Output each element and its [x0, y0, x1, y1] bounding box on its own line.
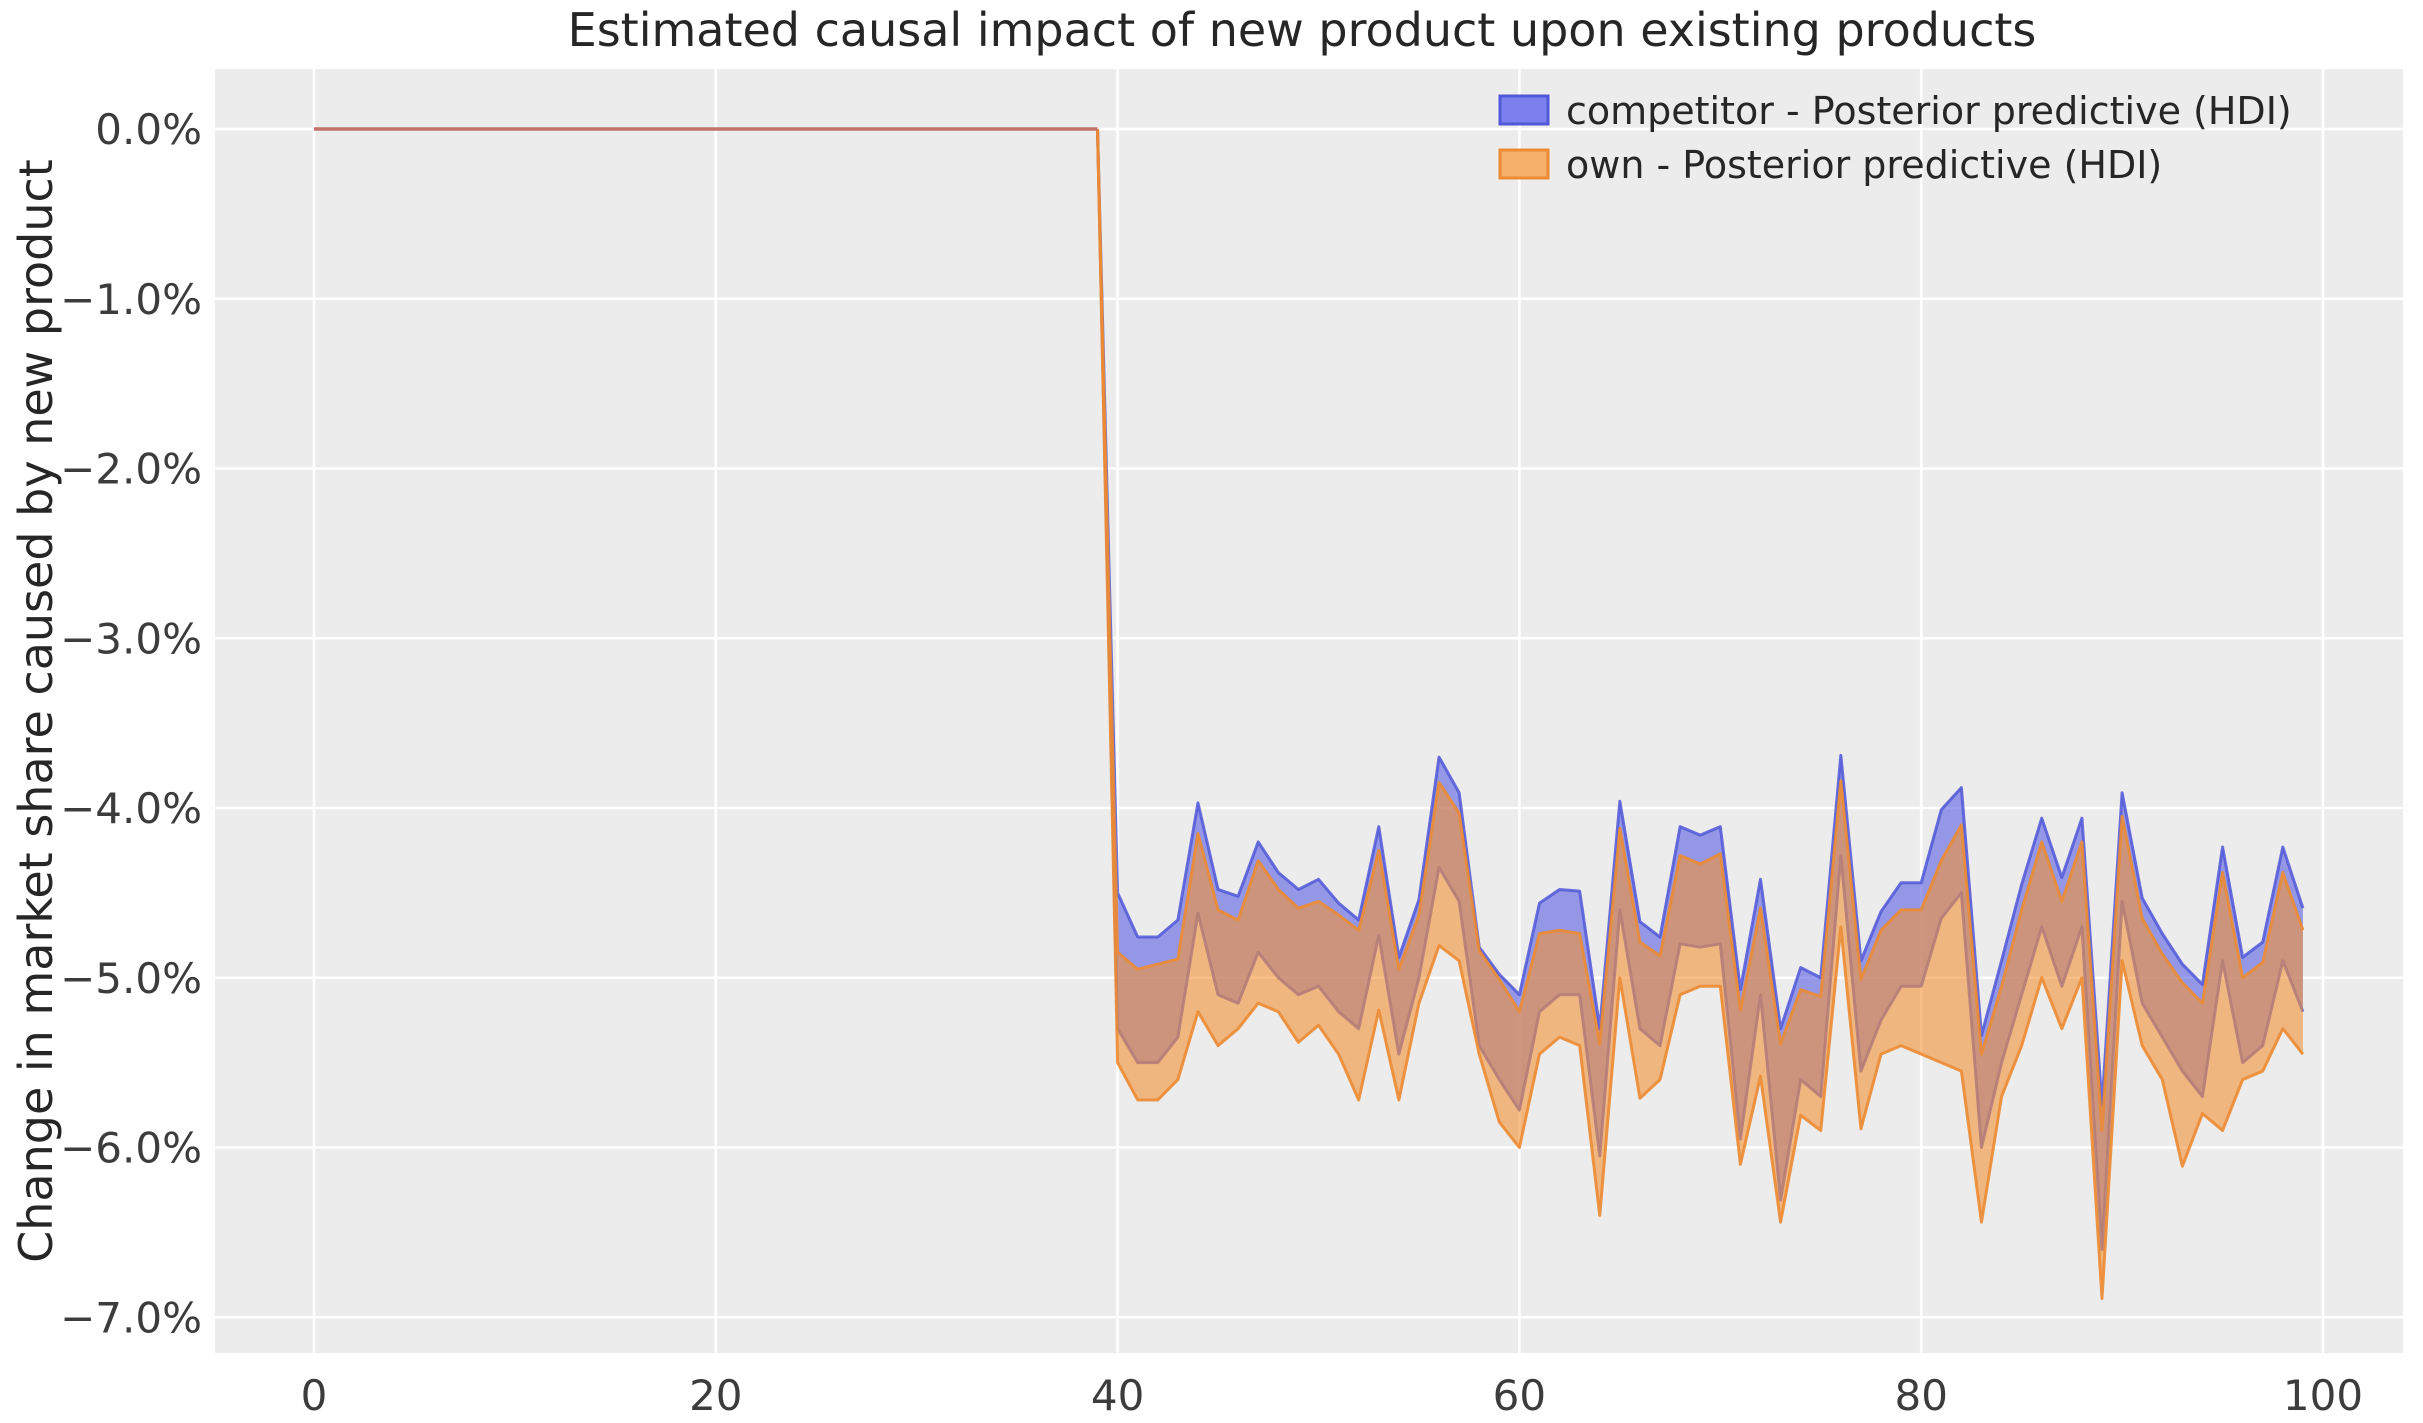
y-tick-label: 0.0%: [95, 105, 202, 154]
x-tick-label: 40: [1091, 1371, 1144, 1420]
y-tick-label: −1.0%: [60, 275, 202, 324]
own-band: [1097, 129, 2303, 1299]
competitor-swatch-icon: [1498, 94, 1550, 126]
legend-entry-own: own - Posterior predictive (HDI): [1498, 143, 2162, 187]
x-tick-label: 60: [1493, 1371, 1546, 1420]
x-tick-label: 0: [301, 1371, 328, 1420]
y-tick-labels: 0.0% −1.0% −2.0% −3.0% −4.0% −5.0% −6.0% −7.0%: [60, 105, 202, 1342]
y-tick-label: −5.0%: [60, 954, 202, 1003]
y-tick-label: −3.0%: [60, 614, 202, 663]
own-lower-edge: [1096, 128, 2305, 1301]
x-tick-label: 20: [689, 1371, 742, 1420]
own-swatch-icon: [1498, 148, 1550, 180]
legend: competitor - Posterior predictive (HDI) …: [1498, 89, 2292, 187]
x-tick-labels: 0 20 40 60 80 100: [301, 1371, 2363, 1420]
competitor-upper-edge: [1096, 128, 2305, 1107]
x-tick-label: 80: [1894, 1371, 1947, 1420]
chart-title: Estimated causal impact of new product u…: [568, 3, 2037, 57]
gridlines: [215, 69, 2403, 1353]
legend-label-own: own - Posterior predictive (HDI): [1566, 143, 2162, 187]
x-tick-label: 100: [2283, 1371, 2363, 1420]
hdi-bands: [314, 127, 2305, 1301]
y-tick-label: −2.0%: [60, 445, 202, 494]
y-tick-label: −6.0%: [60, 1124, 202, 1173]
y-tick-label: −7.0%: [60, 1293, 202, 1342]
legend-entry-competitor: competitor - Posterior predictive (HDI): [1498, 89, 2292, 133]
y-axis-label: Change in market share caused by new pro…: [9, 159, 63, 1263]
y-tick-label: −4.0%: [60, 784, 202, 833]
own-upper-edge: [1096, 128, 2305, 1133]
legend-label-competitor: competitor - Posterior predictive (HDI): [1566, 89, 2292, 133]
plot-area: [215, 69, 2403, 1353]
